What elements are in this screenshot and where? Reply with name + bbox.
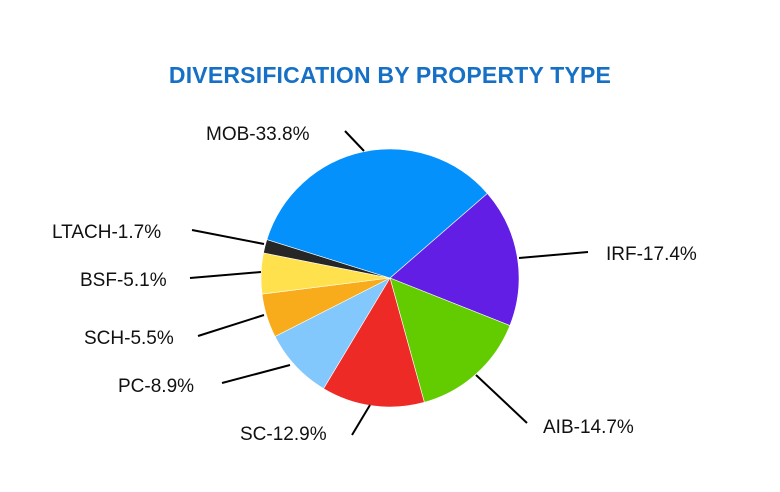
slice-label-irf: IRF-17.4% — [606, 244, 697, 265]
slice-label-mob: MOB-33.8% — [206, 124, 310, 145]
pie-slice-sc — [323, 277, 425, 408]
leader-line-mob — [344, 130, 365, 152]
leader-line-sch — [197, 314, 265, 337]
slice-label-sc: SC-12.9% — [240, 424, 327, 445]
slice-label-ltach: LTACH-1.7% — [52, 222, 162, 243]
slice-label-sch: SCH-5.5% — [84, 328, 174, 349]
slice-label-pc: PC-8.9% — [118, 376, 195, 397]
leader-line-pc — [221, 364, 291, 384]
chart-title: DIVERSIFICATION BY PROPERTY TYPE — [168, 62, 612, 88]
slice-label-aib: AIB-14.7% — [543, 417, 634, 438]
leader-line-ltach — [191, 229, 265, 245]
pie-slice-aib — [389, 277, 511, 403]
leader-line-sc — [351, 404, 371, 436]
pie-slice-mob — [266, 148, 488, 279]
slice-label-bsf: BSF-5.1% — [80, 270, 167, 291]
leader-line-irf — [518, 251, 589, 259]
leader-line-bsf — [189, 271, 262, 279]
pie-slice-irf — [389, 192, 520, 326]
leader-line-aib — [475, 374, 528, 424]
